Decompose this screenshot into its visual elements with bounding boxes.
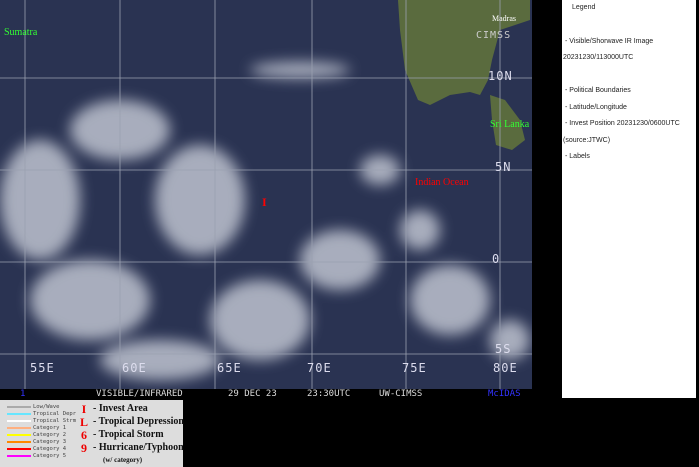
source-label: UW-CIMSS — [379, 389, 423, 399]
track-line-label: Category 4 — [33, 446, 67, 452]
storm-symbol-icon: L — [80, 415, 89, 429]
storm-symbol-icon: 9 — [81, 441, 87, 455]
storm-symbol-item: I- Invest Area — [81, 402, 148, 416]
label-indian-ocean: Indian Ocean — [415, 177, 469, 188]
track-line-label: Category 3 — [33, 439, 67, 445]
track-line-label: Tropical Depr — [33, 411, 77, 417]
legend-item: - Labels — [565, 153, 590, 160]
legend-item: - Political Boundaries — [565, 87, 631, 94]
track-line-label: Low/Wave — [33, 404, 60, 410]
lon-label: 75E — [402, 361, 427, 375]
cimss-logo: CIMSS — [476, 30, 512, 41]
lon-label: 80E — [493, 361, 518, 375]
lat-lon-grid — [0, 0, 532, 389]
india-landmass — [398, 0, 530, 105]
lat-label: 5N — [495, 160, 512, 174]
storm-symbol-item: 9- Hurricane/Typhoon — [81, 441, 184, 455]
lon-label: 65E — [217, 361, 242, 375]
lat-label: 5S — [495, 342, 512, 356]
track-line-label: Category 2 — [33, 432, 67, 438]
frame-number: 1 — [20, 389, 26, 399]
legend-item: (source:JTWC) — [563, 137, 611, 144]
track-line-swatch — [7, 441, 31, 443]
track-legend: Low/Wave Tropical Depr Tropical Strm Catego… — [0, 400, 184, 467]
label-sumatra: Sumatra — [4, 27, 38, 38]
label-madras: Madras — [492, 14, 516, 23]
map-imagery — [0, 0, 532, 389]
product-label: VISIBLE/INFRARED — [96, 389, 183, 399]
system-label: McIDAS — [488, 389, 521, 399]
cloud-cover — [0, 62, 530, 380]
track-line-swatch — [7, 448, 31, 450]
lon-label: 55E — [30, 361, 55, 375]
time-label: 23:30UTC — [307, 389, 351, 399]
status-bar: 1 VISIBLE/INFRARED 29 DEC 23 23:30UTC UW… — [0, 389, 532, 400]
legend-item: - Visible/Shorwave IR Image — [565, 38, 654, 45]
storm-symbol-item: 6- Tropical Storm — [81, 428, 164, 442]
track-line-swatch — [7, 413, 31, 415]
satellite-map: 55E 60E 65E 70E 75E 80E 10N 5N 0 5S CIMS… — [0, 0, 532, 389]
lon-label: 70E — [307, 361, 332, 375]
track-line-label: Category 5 — [33, 453, 67, 459]
track-line-swatch — [7, 427, 31, 429]
lon-label: 60E — [122, 361, 147, 375]
track-line-swatch — [7, 434, 31, 436]
category-note: (w/ category) — [103, 456, 143, 464]
lat-label: 0 — [492, 252, 501, 266]
storm-symbol-icon: 6 — [81, 428, 87, 442]
lat-label: 10N — [488, 69, 513, 83]
track-line-label: Tropical Strm — [33, 418, 77, 424]
storm-symbol-icon: I — [81, 402, 87, 416]
invest-marker[interactable]: I — [262, 195, 267, 209]
legend-title: Legend — [572, 4, 596, 11]
legend-item: - Invest Position 20231230/0600UTC — [565, 120, 680, 127]
track-line-swatch — [7, 406, 31, 408]
date-label: 29 DEC 23 — [228, 389, 277, 399]
legend-item: - Latitude/Longitude — [565, 104, 627, 111]
track-line-swatch — [7, 455, 31, 457]
track-line-swatch — [7, 420, 31, 422]
legend-item: 20231230/113000UTC — [563, 54, 634, 61]
track-line-label: Category 1 — [33, 425, 67, 431]
sri-lanka-landmass — [490, 95, 525, 150]
label-sri-lanka: Sri Lanka — [490, 119, 530, 130]
legend-panel: Legend - Visible/Shorwave IR Image 20231… — [562, 0, 696, 398]
storm-symbol-item: L- Tropical Depression — [80, 415, 184, 429]
